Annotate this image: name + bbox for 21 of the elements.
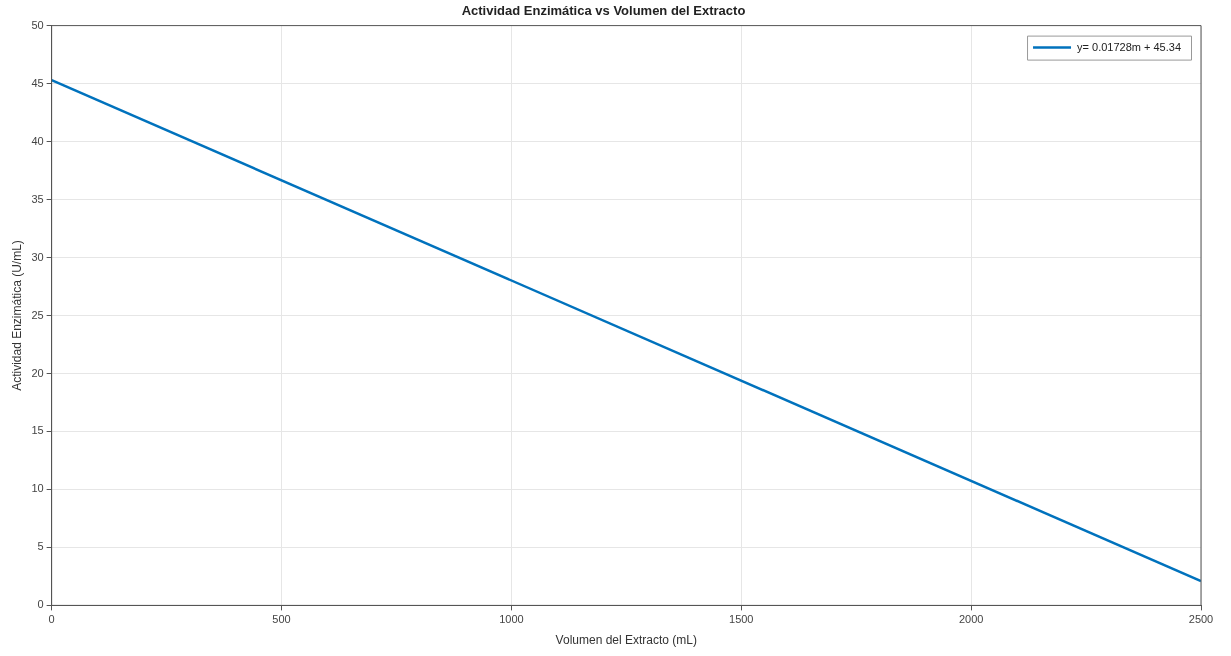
- legend-label: y= 0.01728m + 45.34: [1077, 40, 1181, 53]
- y-tick-label: 10: [31, 482, 44, 495]
- y-tick-label: 0: [37, 598, 44, 611]
- chart-title: Actividad Enzimática vs Volumen del Extracto: [461, 3, 746, 19]
- x-tick-label: 1000: [499, 613, 524, 626]
- y-tick-label: 20: [31, 366, 44, 379]
- y-axis-title: Actividad Enzimática (U/mL): [9, 240, 24, 391]
- x-tick-label: 1500: [729, 613, 754, 626]
- x-tick-label: 2000: [958, 613, 984, 626]
- y-tick-label: 50: [31, 18, 44, 31]
- y-tick-label: 15: [31, 424, 44, 437]
- y-tick-label: 35: [31, 192, 44, 205]
- y-tick-label: 40: [31, 134, 44, 147]
- x-tick-label: 2500: [1188, 613, 1214, 626]
- x-tick-label: 0: [48, 613, 55, 626]
- x-tick-label: 500: [272, 613, 291, 626]
- y-tick-label: 5: [37, 540, 44, 553]
- y-tick-label: 25: [31, 308, 44, 321]
- x-axis-title: Volumen del Extracto (mL): [555, 633, 698, 648]
- y-tick-label: 45: [31, 76, 44, 89]
- y-tick-label: 30: [31, 250, 44, 263]
